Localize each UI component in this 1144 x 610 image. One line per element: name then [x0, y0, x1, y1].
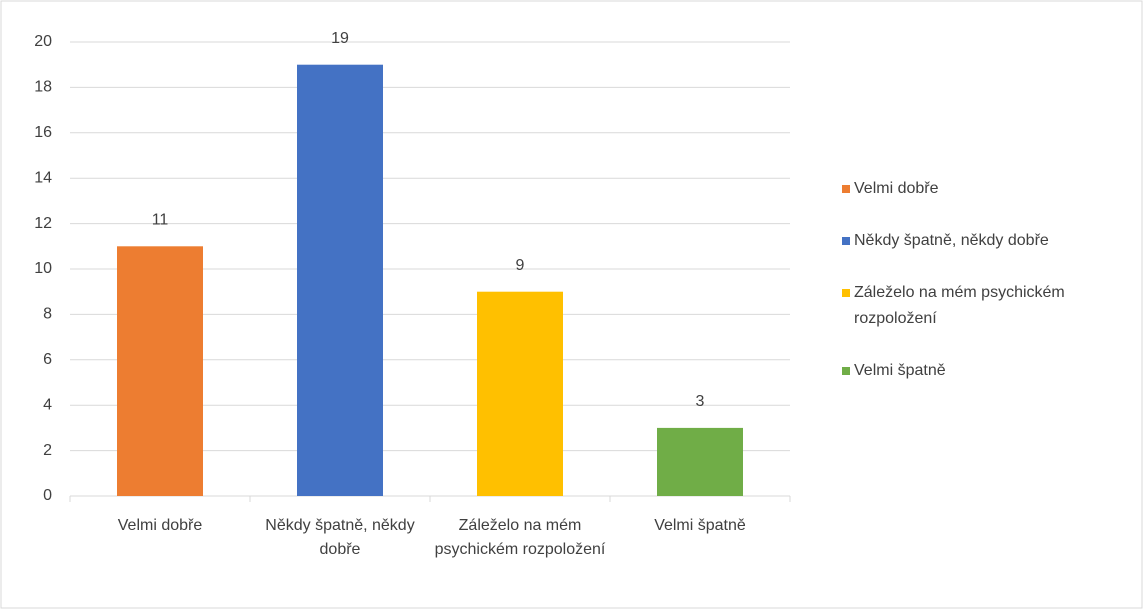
legend-label: Záleželo na mém psychickém rozpoložení [854, 284, 1065, 327]
bar [477, 291, 563, 496]
y-tick-label: 8 [43, 306, 52, 323]
data-label: 9 [516, 257, 525, 274]
y-tick-label: 2 [43, 442, 52, 459]
legend-swatch [842, 289, 850, 297]
bar [297, 64, 383, 496]
data-label: 3 [696, 393, 705, 410]
legend-swatch [842, 367, 850, 375]
data-label: 19 [331, 30, 349, 47]
y-tick-label: 10 [34, 260, 52, 277]
x-tick-label: Velmi špatně [654, 517, 746, 534]
y-tick-label: 18 [34, 79, 52, 96]
legend-swatch [842, 185, 850, 193]
data-label: 11 [152, 212, 169, 229]
y-tick-label: 6 [43, 351, 52, 368]
legend-entry: Někdy špatně, někdy dobře [842, 228, 1142, 254]
bar [117, 246, 203, 496]
y-tick-label: 0 [43, 487, 52, 504]
legend-entry: Záleželo na mém psychickém rozpoložení [842, 280, 1142, 332]
x-tick-label: Někdy špatně, někdy dobře [265, 517, 415, 558]
legend: Velmi dobře Někdy špatně, někdy dobře Zále… [842, 176, 1142, 410]
legend-label: Velmi dobře [854, 180, 939, 197]
x-tick-label: Velmi dobře [117, 517, 203, 534]
y-tick-label: 4 [43, 396, 52, 413]
legend-label: Někdy špatně, někdy dobře [854, 232, 1049, 249]
legend-entry: Velmi dobře [842, 176, 1142, 202]
legend-entry: Velmi špatně [842, 358, 1142, 384]
x-tick-label: Záleželo na mém psychickém rozpoložení [434, 517, 606, 558]
y-tick-label: 14 [34, 169, 52, 186]
y-tick-label: 12 [34, 215, 52, 232]
legend-label: Velmi špatně [854, 362, 946, 379]
bar [657, 427, 743, 496]
y-tick-label: 20 [34, 33, 52, 50]
y-tick-label: 16 [34, 124, 52, 141]
legend-swatch [842, 237, 850, 245]
